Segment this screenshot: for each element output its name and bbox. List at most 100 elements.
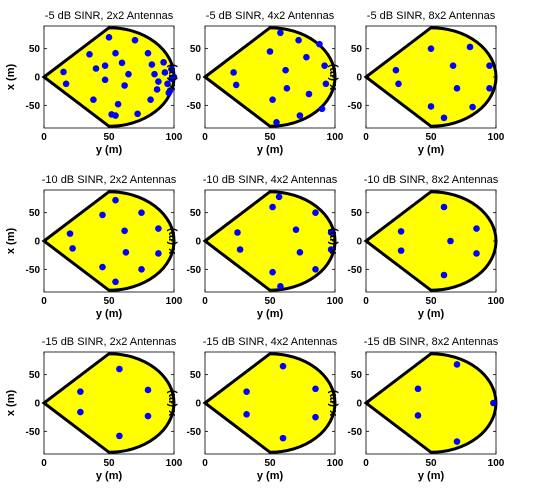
data-point <box>155 78 162 85</box>
data-point <box>62 80 70 88</box>
data-point <box>275 193 283 201</box>
chart-title: -5 dB SINR, 8x2 Antennas <box>367 10 496 22</box>
data-point <box>99 263 106 271</box>
coverage-region <box>363 26 498 128</box>
x-tick-label: 50 <box>425 458 437 469</box>
x-axis-label: y (m) <box>96 308 123 320</box>
data-point <box>121 82 128 89</box>
y-tick-label: 0 <box>356 73 362 84</box>
data-point <box>473 225 480 232</box>
data-point <box>155 250 162 257</box>
data-point <box>397 247 405 254</box>
data-point <box>101 76 109 84</box>
y-axis-label: x (m) <box>327 390 339 417</box>
data-point <box>414 385 422 393</box>
data-point <box>397 228 405 235</box>
y-tick-label: 50 <box>190 208 202 219</box>
data-point <box>121 227 128 235</box>
data-point <box>118 59 126 67</box>
data-point <box>296 112 304 119</box>
x-tick-label: 100 <box>166 132 183 143</box>
y-tick-label: 0 <box>195 399 201 410</box>
data-point <box>236 246 244 253</box>
data-point <box>466 43 474 51</box>
data-point <box>486 85 493 92</box>
x-tick-label: 0 <box>363 296 369 307</box>
data-point <box>161 69 169 76</box>
data-point <box>166 87 174 94</box>
y-tick-label: 50 <box>29 44 41 55</box>
data-point <box>322 80 330 88</box>
data-point <box>316 40 323 48</box>
data-point <box>234 229 241 236</box>
data-point <box>101 62 109 69</box>
data-point <box>230 69 237 76</box>
x-tick-label: 100 <box>166 458 183 469</box>
y-axis-label: x (m) <box>5 390 17 417</box>
y-tick-label: -50 <box>26 101 41 112</box>
y-tick-label: -50 <box>348 265 363 276</box>
x-tick-label: 100 <box>327 296 344 307</box>
x-tick-label: 100 <box>327 458 344 469</box>
data-point <box>112 49 119 57</box>
data-point <box>77 408 84 416</box>
y-tick-label: 50 <box>351 44 363 55</box>
x-tick-label: 50 <box>103 458 115 469</box>
x-axis-label: y (m) <box>257 470 284 482</box>
chart-title: -10 dB SINR, 4x2 Antennas <box>203 174 338 186</box>
data-point <box>392 66 400 74</box>
data-point <box>168 65 175 73</box>
data-point <box>473 250 480 257</box>
x-tick-label: 0 <box>363 458 369 469</box>
data-point <box>277 283 284 290</box>
data-point <box>92 65 100 72</box>
data-point <box>138 266 145 273</box>
data-point <box>266 48 274 55</box>
data-point <box>134 110 141 118</box>
x-axis-label: y (m) <box>96 144 123 156</box>
y-axis-label: x (m) <box>327 64 339 91</box>
y-axis-label: x (m) <box>327 228 339 255</box>
y-tick-label: -50 <box>187 427 202 438</box>
y-axis-label: x (m) <box>166 64 178 91</box>
coverage-region <box>363 190 498 292</box>
chart-title: -15 dB SINR, 2x2 Antennas <box>42 336 177 348</box>
data-point <box>144 412 152 420</box>
data-point <box>273 119 280 126</box>
x-axis-label: y (m) <box>257 144 284 156</box>
data-point <box>269 268 276 276</box>
chart-title: -5 dB SINR, 4x2 Antennas <box>206 10 335 22</box>
chart-title: -10 dB SINR, 8x2 Antennas <box>364 174 499 186</box>
data-point <box>77 388 84 395</box>
data-point <box>453 438 461 445</box>
data-point <box>112 196 119 204</box>
data-point <box>114 100 122 108</box>
data-point <box>269 96 276 103</box>
y-tick-label: -50 <box>348 427 363 438</box>
data-point <box>69 245 76 252</box>
data-point <box>125 70 132 78</box>
data-point <box>232 81 240 89</box>
data-point <box>160 58 167 66</box>
x-tick-label: 0 <box>41 132 47 143</box>
data-point <box>243 388 250 395</box>
data-point <box>151 70 158 78</box>
x-tick-label: 50 <box>264 296 276 307</box>
data-point <box>105 34 113 41</box>
coverage-region <box>202 26 337 128</box>
data-point <box>164 80 171 88</box>
data-point <box>318 105 326 113</box>
x-axis-label: y (m) <box>418 470 445 482</box>
data-point <box>486 62 493 69</box>
y-axis-label: x (m) <box>166 390 178 417</box>
data-point <box>427 103 435 110</box>
data-point <box>395 80 402 88</box>
x-tick-label: 50 <box>425 296 437 307</box>
x-tick-label: 100 <box>488 296 505 307</box>
data-point <box>269 203 276 211</box>
y-axis-label: x (m) <box>5 228 17 255</box>
data-point <box>279 434 287 442</box>
data-point <box>453 85 461 92</box>
x-tick-label: 100 <box>327 132 344 143</box>
y-tick-label: 50 <box>351 370 363 381</box>
